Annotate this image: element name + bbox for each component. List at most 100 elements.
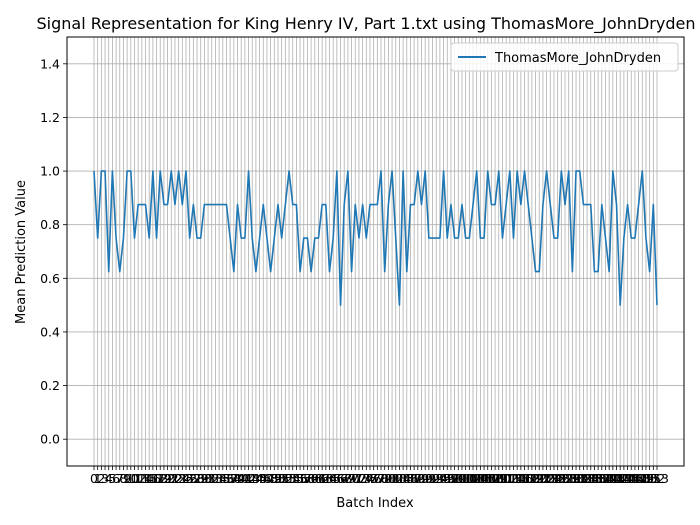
- x-tick-label: 124: [538, 471, 562, 486]
- x-tick-label: 23: [171, 471, 187, 486]
- x-tick-label: 51: [274, 471, 290, 486]
- x-tick-label: 151: [638, 471, 662, 486]
- x-tick-label: 63: [318, 471, 334, 486]
- x-tick-label: 106: [472, 471, 496, 486]
- x-tick-label: 28: [189, 471, 205, 486]
- x-tick-label: 46: [255, 471, 271, 486]
- x-tick-label: 120: [524, 471, 548, 486]
- x-tick-label: 7: [116, 471, 124, 486]
- x-tick-label: 3: [101, 471, 109, 486]
- x-tick-label: 53: [281, 471, 297, 486]
- x-tick-label: 56: [292, 471, 308, 486]
- x-tick-label: 105: [468, 471, 492, 486]
- x-tick-label: 52: [277, 471, 293, 486]
- x-tick-label: 8: [119, 471, 127, 486]
- x-tick-label: 109: [483, 471, 507, 486]
- x-tick-label: 94: [432, 471, 448, 486]
- x-tick-label: 6: [112, 471, 120, 486]
- x-tick-label: 100: [450, 471, 474, 486]
- x-tick-label: 143: [608, 471, 632, 486]
- x-tick-label: 39: [230, 471, 246, 486]
- y-axis-label: Mean Prediction Value: [14, 180, 29, 324]
- x-tick-label: 33: [207, 471, 223, 486]
- x-tick-label: 95: [436, 471, 452, 486]
- x-tick-label: 4: [105, 471, 113, 486]
- x-tick-label: 83: [391, 471, 407, 486]
- x-tick-label: 21: [163, 471, 179, 486]
- y-tick-label: 0.0: [40, 432, 60, 447]
- series-layer: [93, 170, 658, 306]
- x-tick-label: 42: [241, 471, 257, 486]
- x-tick-label: 29: [193, 471, 209, 486]
- x-tick-label: 72: [351, 471, 367, 486]
- x-axis-label: Batch Index: [336, 496, 414, 511]
- x-tick-label: 12: [130, 471, 146, 486]
- x-tick-label: 112: [494, 471, 518, 486]
- x-tick-label: 135: [579, 471, 603, 486]
- x-tick-label: 144: [612, 471, 636, 486]
- x-tick-label: 74: [358, 471, 374, 486]
- x-tick-label: 60: [307, 471, 323, 486]
- x-tick-label: 55: [288, 471, 304, 486]
- x-tick-label: 138: [590, 471, 614, 486]
- x-tick-label: 146: [619, 471, 643, 486]
- x-tick-label: 134: [575, 471, 599, 486]
- x-tick-label: 58: [299, 471, 315, 486]
- x-tick-label: 61: [311, 471, 327, 486]
- y-tick-label: 0.4: [40, 324, 60, 339]
- y-tick-label: 0.6: [40, 271, 60, 286]
- x-tick-label: 147: [623, 471, 647, 486]
- x-tick-label: 149: [630, 471, 654, 486]
- x-tick-label: 123: [535, 471, 559, 486]
- x-tick-label: 145: [616, 471, 640, 486]
- x-tick-label: 54: [285, 471, 301, 486]
- x-tick-label: 89: [414, 471, 430, 486]
- x-tick-label: 62: [314, 471, 330, 486]
- x-tick-label: 37: [222, 471, 238, 486]
- x-tick-label: 140: [597, 471, 621, 486]
- x-tick-label: 121: [527, 471, 551, 486]
- y-tick-label: 1.0: [40, 164, 60, 179]
- x-tick-label: 31: [200, 471, 216, 486]
- x-tick-label: 43: [244, 471, 260, 486]
- y-tick-label: 1.2: [40, 110, 60, 125]
- plot-frame: [66, 36, 685, 467]
- y-tick-label: 1.4: [40, 56, 60, 71]
- x-tick-label: 13: [134, 471, 150, 486]
- x-tick-label: 67: [333, 471, 349, 486]
- x-tick-label: 49: [266, 471, 282, 486]
- x-tick-label: 133: [571, 471, 595, 486]
- x-tick-label: 38: [226, 471, 242, 486]
- x-tick-label: 127: [549, 471, 573, 486]
- x-tick-label: 150: [634, 471, 658, 486]
- legend-entry-thomasmore-johndryden: ThomasMore_JohnDryden: [494, 51, 661, 66]
- x-tick-label: 141: [601, 471, 625, 486]
- x-tick-label: 111: [491, 471, 515, 486]
- x-tick-label: 81: [384, 471, 400, 486]
- x-tick-label: 80: [380, 471, 396, 486]
- x-tick-label: 15: [141, 471, 157, 486]
- x-axis-ticks: 0123456789101112131415161718192021222324…: [90, 466, 669, 486]
- x-tick-label: 128: [553, 471, 577, 486]
- x-tick-label: 76: [366, 471, 382, 486]
- x-tick-label: 66: [329, 471, 345, 486]
- x-tick-label: 19: [156, 471, 172, 486]
- x-tick-label: 77: [369, 471, 385, 486]
- x-tick-label: 91: [421, 471, 437, 486]
- x-tick-label: 87: [406, 471, 422, 486]
- x-tick-label: 96: [439, 471, 455, 486]
- x-tick-label: 86: [403, 471, 419, 486]
- x-tick-label: 114: [502, 471, 526, 486]
- x-tick-label: 122: [531, 471, 555, 486]
- x-tick-label: 115: [505, 471, 529, 486]
- x-tick-label: 148: [627, 471, 651, 486]
- x-tick-label: 2: [97, 471, 105, 486]
- legend-box: [450, 42, 679, 72]
- y-axis-ticks: 0.0 0.2 0.4 0.6 0.8 1.0 1.2 1.4: [40, 56, 67, 447]
- x-tick-label: 65: [325, 471, 341, 486]
- x-tick-label: 0: [90, 471, 98, 486]
- x-tick-label: 59: [303, 471, 319, 486]
- x-tick-label: 136: [583, 471, 607, 486]
- x-tick-label: 132: [568, 471, 592, 486]
- x-tick-label: 117: [513, 471, 537, 486]
